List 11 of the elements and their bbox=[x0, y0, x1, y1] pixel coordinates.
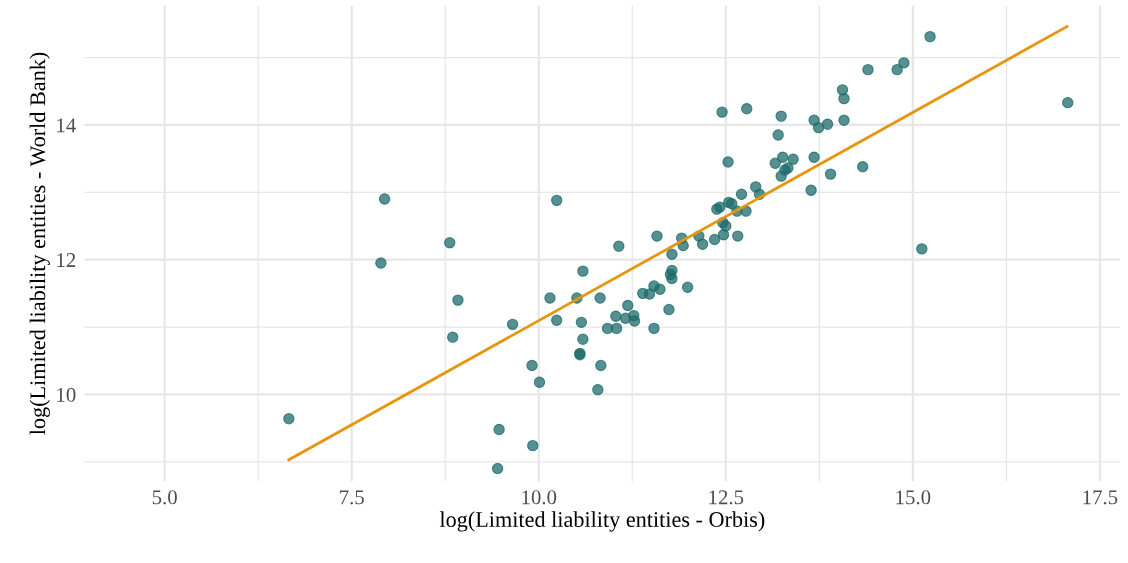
x-tick-label: 7.5 bbox=[340, 490, 364, 505]
y-axis-title: log(Limited liability entities - World Bank) bbox=[29, 52, 50, 435]
y-tick-label: 10 bbox=[57, 387, 76, 402]
x-tick-label: 17.5 bbox=[1083, 490, 1118, 505]
x-tick-label: 5.0 bbox=[152, 490, 177, 505]
x-tick-label: 10.0 bbox=[522, 490, 557, 505]
y-tick-label: 14 bbox=[57, 118, 76, 133]
y-tick-label: 12 bbox=[57, 253, 76, 267]
x-tick-label: 12.5 bbox=[709, 490, 744, 505]
x-axis-title: log(Limited liability entities - Orbis) bbox=[439, 511, 765, 532]
x-tick-label: 15.0 bbox=[896, 490, 931, 505]
